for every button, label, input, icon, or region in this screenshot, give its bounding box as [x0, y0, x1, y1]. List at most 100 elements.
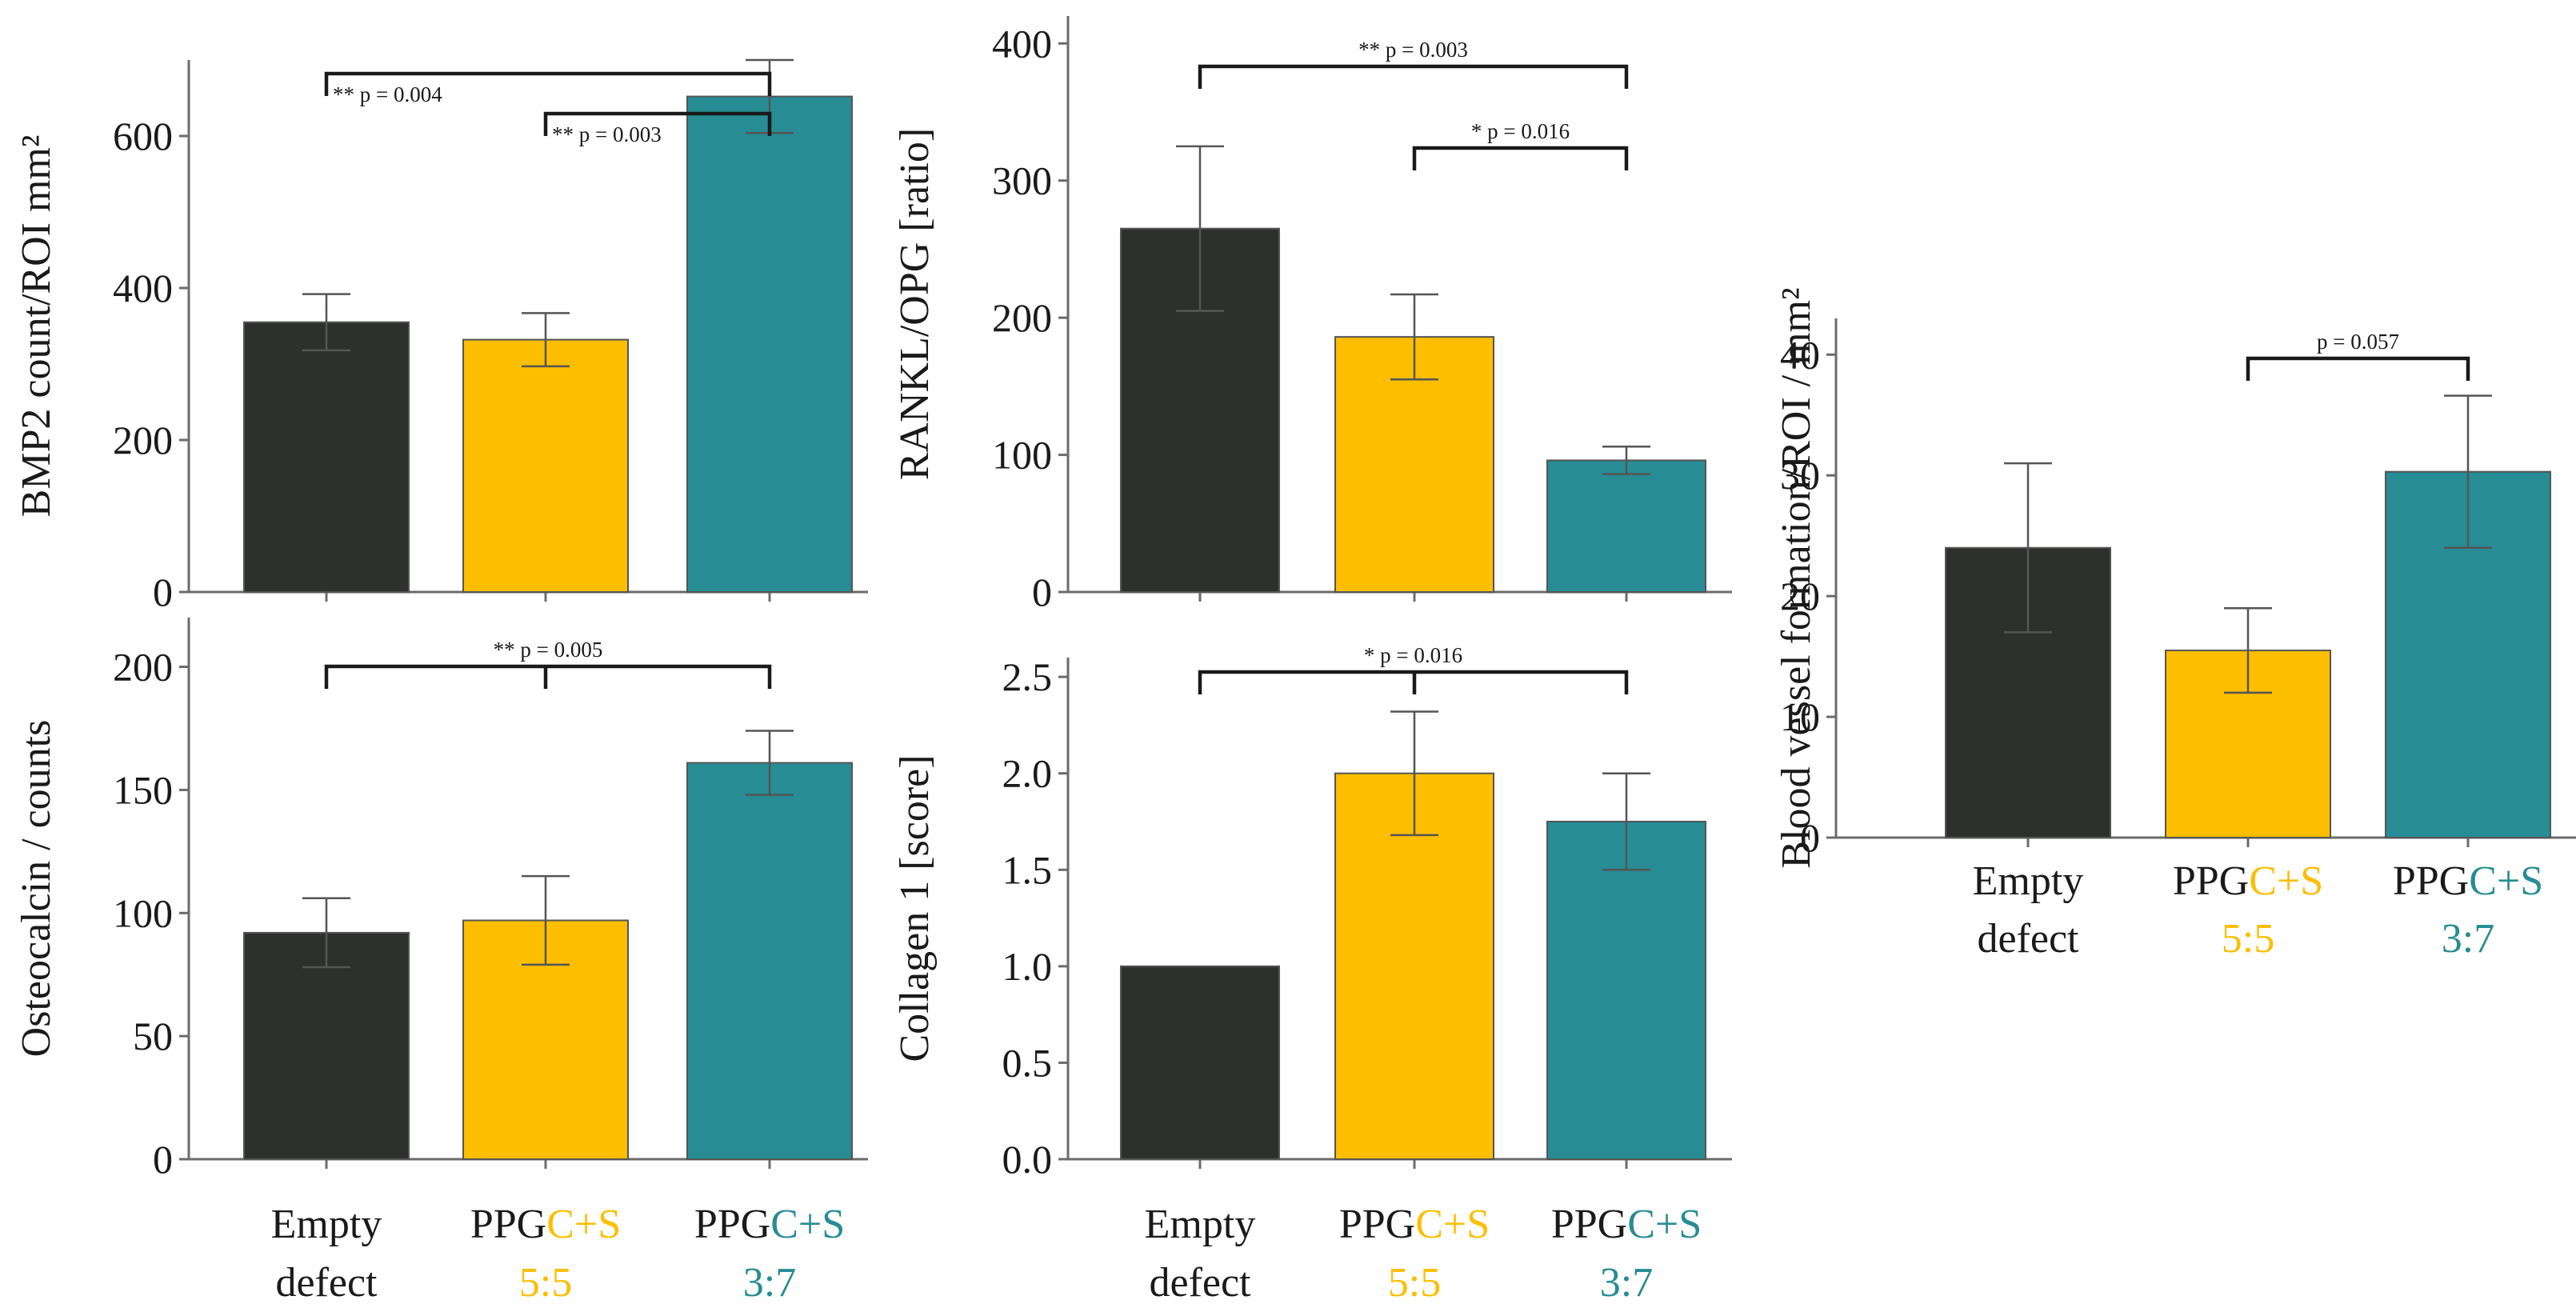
- x-label-prefix: PPG: [470, 1202, 546, 1247]
- x-label-group-name: PPGC+S: [694, 1202, 845, 1247]
- x-label-ratio: 5:5: [2222, 916, 2274, 962]
- x-label-group-name: PPGC+S: [470, 1202, 621, 1247]
- y-tick-label: 30: [1780, 453, 1820, 498]
- y-axis-label: Osteocalcin / counts: [14, 720, 59, 1058]
- error-bar: [2224, 606, 2272, 694]
- y-tick-label: 400: [113, 266, 173, 310]
- y-tick-label: 300: [992, 158, 1052, 203]
- y-tick-label: 150: [113, 767, 173, 812]
- y-tick-label: 40: [1780, 332, 1820, 377]
- bar-empty-defect: [243, 321, 410, 593]
- x-label-group-name: PPGC+S: [2393, 858, 2543, 904]
- significance-label: ** p = 0.003: [552, 122, 662, 146]
- x-label-highlight: C+S: [546, 1202, 621, 1247]
- bar-ppgcs-37: [1546, 459, 1706, 594]
- x-label-ratio: 5:5: [1388, 1260, 1441, 1306]
- y-tick-label: 400: [992, 21, 1052, 66]
- x-label-line2: defect: [1149, 1260, 1251, 1306]
- y-tick-label: 0.5: [1002, 1040, 1053, 1085]
- chart-collagen1: 0.0 0.5 1.0 1.5 2.0 2.5 Collagen 1 [score] * p …: [892, 643, 1732, 1182]
- x-label-line2: defect: [275, 1260, 378, 1306]
- bar-ppgcs-37: [686, 95, 853, 594]
- significance-label: ** p = 0.005: [494, 638, 603, 662]
- x-label-ratio: 5:5: [519, 1260, 572, 1306]
- significance-bracket: ** p = 0.003: [1198, 38, 1629, 89]
- significance-label: p = 0.057: [2317, 330, 2399, 354]
- error-bar: [522, 874, 570, 966]
- chart-osteocalcin: 0 50 100 150 200 Osteocalcin / counts ** p = 0…: [14, 618, 868, 1182]
- x-label-prefix: PPG: [1339, 1202, 1415, 1247]
- y-tick-label: 100: [113, 890, 173, 935]
- error-bar: [1390, 710, 1438, 837]
- x-label-prefix: PPG: [2393, 858, 2469, 904]
- y-tick-label: 2.0: [1002, 751, 1053, 796]
- y-axis-label: RANKL/OPG [ratio]: [892, 128, 938, 481]
- x-label-group-name: PPGC+S: [2173, 858, 2323, 904]
- x-label-line1: Empty: [271, 1202, 382, 1247]
- significance-bracket: * p = 0.016: [1412, 119, 1629, 170]
- significance-bracket: ** p = 0.005: [324, 638, 772, 689]
- x-label-prefix: PPG: [2173, 858, 2249, 904]
- x-label-ratio: 3:7: [743, 1260, 796, 1306]
- y-tick-label: 20: [1780, 574, 1820, 618]
- y-tick-label: 0.0: [1002, 1137, 1053, 1182]
- significance-bracket: p = 0.057: [2246, 330, 2470, 381]
- y-axis-label: Collagen 1 [score]: [892, 754, 938, 1062]
- x-label-ratio: 3:7: [2442, 916, 2494, 962]
- y-tick-label: 0: [153, 1137, 173, 1182]
- y-tick-label: 1.5: [1002, 847, 1053, 892]
- chart-rankl_opg: 0 100 200 300 400 RANKL/OPG [ratio] ** p = 0.0…: [892, 16, 1732, 614]
- error-bar: [302, 293, 350, 352]
- significance-label: * p = 0.016: [1364, 643, 1462, 667]
- y-tick-label: 10: [1780, 694, 1820, 739]
- x-label-prefix: PPG: [1551, 1202, 1627, 1247]
- x-label-highlight: C+S: [1415, 1202, 1490, 1247]
- chart-bmp2: 0 200 400 600 BMP2 count/ROI mm² ** p = 0.004…: [14, 58, 868, 614]
- x-label-group-name: PPGC+S: [1551, 1202, 1702, 1247]
- y-tick-label: 100: [992, 433, 1052, 478]
- x-label-ratio: 3:7: [1600, 1260, 1653, 1306]
- bar-ppgcs-37: [686, 762, 853, 1160]
- error-bar: [302, 897, 350, 969]
- significance-bracket: * p = 0.016: [1198, 643, 1629, 694]
- x-label-line2: defect: [1977, 916, 2079, 962]
- y-tick-label: 2.5: [1002, 654, 1053, 699]
- y-tick-label: 200: [113, 645, 173, 690]
- y-tick-label: 0: [1800, 815, 1820, 860]
- y-tick-label: 600: [113, 114, 173, 158]
- error-bar: [2444, 394, 2492, 550]
- significance-label: ** p = 0.004: [333, 82, 442, 106]
- significance-label: ** p = 0.003: [1358, 38, 1468, 62]
- error-bar: [1602, 772, 1650, 871]
- x-label-line1: Empty: [1145, 1202, 1256, 1247]
- x-label-highlight: C+S: [2469, 858, 2543, 904]
- significance-bracket: ** p = 0.004: [324, 71, 772, 106]
- y-tick-label: 1.0: [1002, 944, 1053, 989]
- bar-ppgcs-37: [2385, 470, 2551, 838]
- significance-bracket: ** p = 0.003: [543, 111, 772, 146]
- bar-ppgcs-55: [462, 338, 629, 593]
- x-label-line1: Empty: [1973, 858, 2084, 904]
- error-bar: [1602, 446, 1650, 475]
- y-axis-label: BMP2 count/ROI mm²: [14, 135, 59, 518]
- error-bar: [746, 730, 794, 796]
- error-bar: [2004, 462, 2052, 634]
- y-tick-label: 50: [133, 1014, 173, 1058]
- error-bar: [1390, 293, 1438, 381]
- bar-ppgcs-55: [1334, 772, 1494, 1160]
- error-bar: [522, 312, 570, 368]
- bar-empty-defect: [243, 931, 410, 1160]
- y-tick-label: 200: [113, 418, 173, 462]
- x-label-highlight: C+S: [770, 1202, 845, 1247]
- y-tick-label: 0: [1032, 570, 1052, 614]
- y-axis-label: Blood vessel formation/ROI / mm²: [1774, 287, 1819, 868]
- y-tick-label: 200: [992, 295, 1052, 340]
- bar-empty-defect: [1120, 965, 1280, 1161]
- x-label-prefix: PPG: [694, 1202, 770, 1247]
- x-label-highlight: C+S: [2249, 858, 2323, 904]
